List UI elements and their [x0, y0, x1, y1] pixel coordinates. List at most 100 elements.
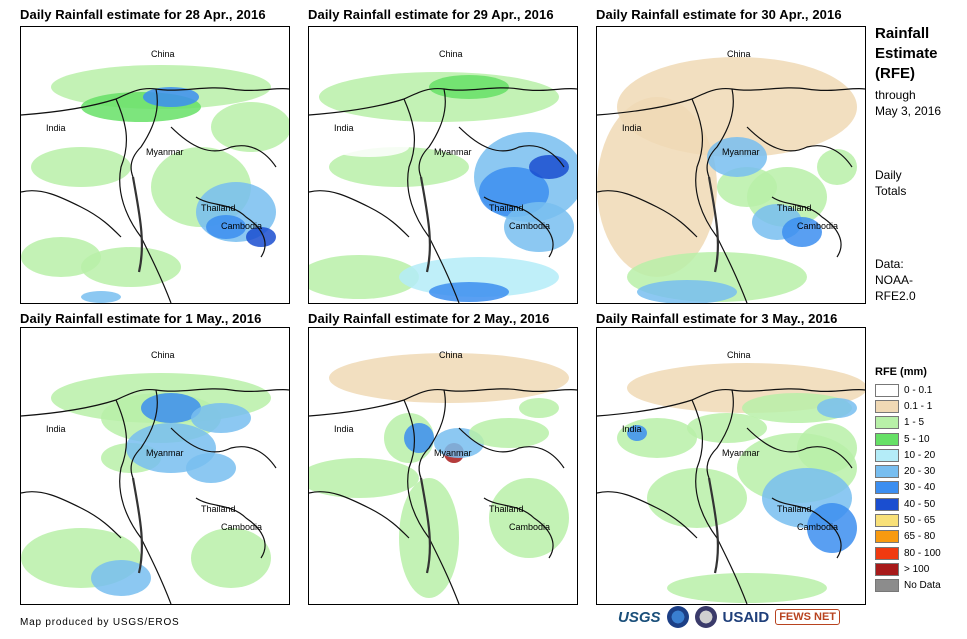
legend-item: 0.1 - 1 — [875, 398, 941, 414]
through-date: through May 3, 2016 — [875, 87, 941, 119]
rainfall-map: China India Myanmar Thailand Cambodia — [20, 26, 290, 304]
country-label-myanmar: Myanmar — [722, 147, 760, 157]
map-credit: Map produced by USGS/EROS — [20, 617, 180, 628]
rainfall-map: China India Myanmar Thailand Cambodia — [20, 327, 290, 605]
daily-totals: Daily Totals — [875, 167, 906, 199]
legend-label: 65 - 80 — [904, 531, 936, 543]
rainfall-map: China India Myanmar Thailand Cambodia — [596, 26, 866, 304]
country-label-cambodia: Cambodia — [221, 221, 262, 231]
legend-label: 10 - 20 — [904, 449, 936, 461]
panel-title: Daily Rainfall estimate for 3 May., 2016 — [596, 311, 838, 326]
data-line: RFE2.0 — [875, 289, 916, 303]
legend-label: > 100 — [904, 563, 930, 575]
usaid-logo: USAID — [722, 608, 770, 626]
noaa-seal-icon — [666, 606, 689, 628]
legend-swatch — [875, 546, 899, 560]
legend-item: 80 - 100 — [875, 545, 941, 561]
map-canvas: China India Myanmar Thailand Cambodia — [309, 350, 577, 604]
legend-label: 40 - 50 — [904, 498, 936, 510]
legend-label: 1 - 5 — [904, 417, 925, 429]
legend-heading: Rainfall Estimate (RFE) — [875, 24, 938, 84]
map-canvas: China India Myanmar Thailand Cambodia — [597, 49, 865, 303]
country-label-thailand: Thailand — [777, 203, 812, 213]
country-label-india: India — [334, 424, 354, 434]
legend-swatch — [875, 514, 899, 528]
country-label-india: India — [46, 424, 66, 434]
panel-title: Daily Rainfall estimate for 28 Apr., 201… — [20, 7, 266, 22]
legend-label: 0 - 0.1 — [904, 384, 933, 396]
country-label-cambodia: Cambodia — [797, 221, 838, 231]
data-line: Data: — [875, 257, 904, 271]
map-canvas: China India Myanmar Thailand Cambodia — [21, 49, 289, 303]
country-label-thailand: Thailand — [489, 203, 524, 213]
legend-swatch — [875, 497, 899, 511]
fews-net-logo: FEWS NET — [775, 609, 841, 625]
data-source: Data: NOAA- RFE2.0 — [875, 256, 916, 304]
panel-title: Daily Rainfall estimate for 2 May., 2016 — [308, 311, 550, 326]
daily-line: Daily — [875, 168, 902, 182]
legend-item: > 100 — [875, 561, 941, 577]
commerce-seal-icon — [694, 606, 717, 628]
through-value: May 3, 2016 — [875, 104, 942, 118]
legend-label: 80 - 100 — [904, 547, 941, 559]
legend-item: 5 - 10 — [875, 431, 941, 447]
country-label-india: India — [46, 123, 66, 133]
legend-swatch — [875, 448, 899, 462]
country-label-myanmar: Myanmar — [146, 448, 184, 458]
legend-label: 50 - 65 — [904, 515, 936, 527]
legend-swatch — [875, 579, 899, 593]
legend-label: 20 - 30 — [904, 466, 936, 478]
panel-title: Daily Rainfall estimate for 29 Apr., 201… — [308, 7, 554, 22]
heading-line: (RFE) — [875, 65, 915, 82]
map-canvas: China India Myanmar Thailand Cambodia — [597, 350, 865, 604]
legend-swatch — [875, 383, 899, 397]
usgs-logo: USGS — [618, 608, 661, 626]
country-label-china: China — [151, 350, 175, 360]
legend-item: 50 - 65 — [875, 512, 941, 528]
legend-swatch — [875, 416, 899, 430]
legend-rows: 0 - 0.1 0.1 - 1 1 - 5 5 - 10 10 - 20 20 - 30 3… — [875, 382, 941, 594]
rainfall-map: China India Myanmar Thailand Cambodia — [308, 26, 578, 304]
map-canvas: China India Myanmar Thailand Cambodia — [21, 350, 289, 604]
rainfall-map: China India Myanmar Thailand Cambodia — [596, 327, 866, 605]
data-line: NOAA- — [875, 273, 914, 287]
country-label-thailand: Thailand — [201, 203, 236, 213]
legend-swatch — [875, 530, 899, 544]
heading-line: Rainfall — [875, 25, 930, 42]
legend-swatch — [875, 481, 899, 495]
rfe-legend: RFE (mm) 0 - 0.1 0.1 - 1 1 - 5 5 - 10 10 - 2… — [875, 366, 941, 594]
country-label-india: India — [622, 424, 642, 434]
daily-line: Totals — [875, 184, 907, 198]
country-label-thailand: Thailand — [489, 504, 524, 514]
country-label-cambodia: Cambodia — [509, 522, 550, 532]
country-label-myanmar: Myanmar — [434, 448, 472, 458]
legend-swatch — [875, 562, 899, 576]
country-label-india: India — [334, 123, 354, 133]
heading-line: Estimate — [875, 45, 938, 62]
country-label-china: China — [439, 49, 463, 59]
panel-title: Daily Rainfall estimate for 1 May., 2016 — [20, 311, 262, 326]
rainfall-map: China India Myanmar Thailand Cambodia — [308, 327, 578, 605]
country-label-thailand: Thailand — [201, 504, 236, 514]
country-label-myanmar: Myanmar — [146, 147, 184, 157]
legend-item: No Data — [875, 578, 941, 594]
legend-item: 65 - 80 — [875, 529, 941, 545]
country-label-cambodia: Cambodia — [509, 221, 550, 231]
country-label-china: China — [727, 49, 751, 59]
legend-swatch — [875, 432, 899, 446]
country-label-china: China — [439, 350, 463, 360]
country-label-china: China — [727, 350, 751, 360]
legend-title: RFE (mm) — [875, 366, 927, 378]
legend-item: 40 - 50 — [875, 496, 941, 512]
country-label-thailand: Thailand — [777, 504, 812, 514]
country-label-myanmar: Myanmar — [434, 147, 472, 157]
country-label-india: India — [622, 123, 642, 133]
legend-label: No Data — [904, 580, 941, 592]
legend-item: 30 - 40 — [875, 480, 941, 496]
legend-swatch — [875, 465, 899, 479]
legend-label: 30 - 40 — [904, 482, 936, 494]
legend-label: 0.1 - 1 — [904, 400, 933, 412]
country-label-cambodia: Cambodia — [797, 522, 838, 532]
legend-swatch — [875, 399, 899, 413]
legend-item: 1 - 5 — [875, 415, 941, 431]
